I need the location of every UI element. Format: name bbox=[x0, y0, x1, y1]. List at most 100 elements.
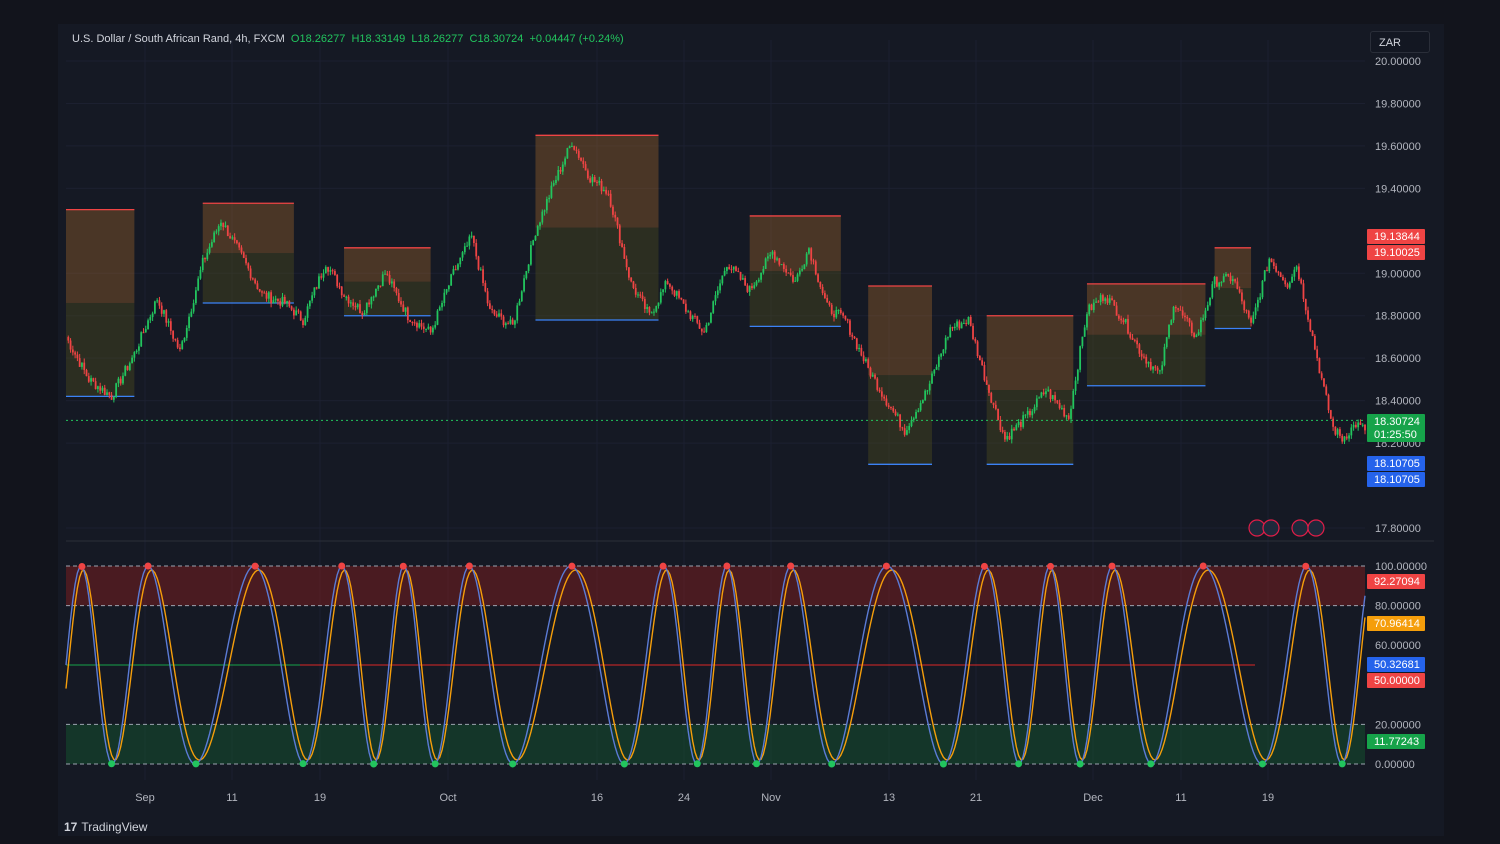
candle-524 bbox=[1259, 297, 1262, 300]
candle-215 bbox=[555, 179, 557, 184]
time-axis-tick-11: 19 bbox=[1262, 792, 1274, 804]
candle-528 bbox=[1268, 258, 1271, 271]
buy-signal-dot-277 bbox=[693, 760, 701, 768]
candle-156 bbox=[420, 323, 423, 327]
candle-271 bbox=[682, 299, 685, 304]
candle-195 bbox=[509, 319, 512, 324]
badge-indicator-value-k: 50.32681 bbox=[1374, 659, 1420, 671]
candle-284 bbox=[712, 301, 715, 313]
candle-304 bbox=[757, 279, 760, 282]
candle-312 bbox=[776, 258, 778, 260]
candle-513 bbox=[1234, 279, 1236, 282]
candle-326 bbox=[808, 248, 810, 254]
candle-167 bbox=[445, 289, 448, 293]
candle-498 bbox=[1200, 320, 1202, 333]
candle-412 bbox=[1004, 431, 1006, 440]
candle-362 bbox=[890, 406, 892, 409]
candle-351 bbox=[865, 359, 867, 362]
candle-212 bbox=[548, 197, 551, 200]
candle-45 bbox=[167, 321, 170, 323]
tradingview-logo[interactable]: 17 TradingView bbox=[64, 820, 147, 834]
candle-85 bbox=[258, 289, 261, 292]
candle-153 bbox=[413, 322, 416, 324]
candle-276 bbox=[694, 315, 696, 317]
candle-532 bbox=[1277, 271, 1280, 273]
candle-263 bbox=[664, 281, 667, 290]
candle-42 bbox=[160, 305, 163, 314]
candle-11 bbox=[90, 378, 92, 382]
candle-229 bbox=[586, 170, 589, 179]
candle-448 bbox=[1086, 314, 1088, 328]
sell-signal-dot-222 bbox=[568, 562, 576, 570]
candle-303 bbox=[755, 281, 758, 286]
currency-button[interactable]: ZAR bbox=[1370, 31, 1430, 53]
price-axis-tick-2: 19.60000 bbox=[1375, 141, 1421, 153]
candle-492 bbox=[1186, 317, 1189, 319]
candle-2 bbox=[69, 340, 72, 350]
candle-223 bbox=[573, 146, 576, 150]
candle-516 bbox=[1241, 292, 1243, 302]
candle-68 bbox=[220, 222, 222, 227]
candle-231 bbox=[591, 177, 594, 183]
price-candles bbox=[67, 142, 1366, 445]
candle-35 bbox=[144, 329, 147, 333]
candle-417 bbox=[1015, 425, 1018, 431]
candle-25 bbox=[122, 375, 124, 384]
candle-110 bbox=[315, 287, 318, 289]
candle-349 bbox=[860, 347, 863, 356]
candle-120 bbox=[338, 286, 341, 288]
candle-91 bbox=[272, 300, 275, 304]
candle-319 bbox=[792, 275, 794, 282]
candle-274 bbox=[689, 311, 692, 320]
price-axis-tick-1: 19.80000 bbox=[1375, 98, 1421, 110]
candle-423 bbox=[1029, 410, 1031, 416]
candle-495 bbox=[1193, 333, 1195, 338]
candle-389 bbox=[951, 327, 954, 329]
badge-zone-top: 19.13844 bbox=[1374, 231, 1420, 243]
candle-388 bbox=[949, 327, 952, 338]
candle-111 bbox=[318, 276, 320, 289]
candle-353 bbox=[869, 367, 872, 377]
candle-434 bbox=[1054, 395, 1056, 401]
candle-385 bbox=[942, 349, 945, 354]
candle-98 bbox=[288, 301, 291, 307]
candle-101 bbox=[295, 310, 298, 316]
candle-333 bbox=[823, 293, 826, 298]
candle-519 bbox=[1247, 310, 1250, 318]
candle-203 bbox=[527, 264, 530, 271]
candle-568 bbox=[1359, 422, 1362, 425]
candle-344 bbox=[849, 320, 851, 335]
candle-261 bbox=[659, 292, 662, 303]
candle-553 bbox=[1325, 386, 1328, 395]
candle-469 bbox=[1133, 339, 1136, 341]
candle-549 bbox=[1316, 349, 1319, 359]
badge-bg-indicator-value-low bbox=[1367, 734, 1425, 749]
candle-63 bbox=[208, 246, 211, 253]
candle-521 bbox=[1252, 315, 1255, 323]
candle-44 bbox=[165, 310, 168, 323]
candle-132 bbox=[365, 302, 368, 313]
candle-277 bbox=[696, 316, 699, 323]
candle-551 bbox=[1320, 373, 1323, 379]
badge-support-1: 18.10705 bbox=[1374, 458, 1420, 470]
candle-375 bbox=[919, 403, 922, 411]
candle-217 bbox=[559, 169, 562, 172]
candle-359 bbox=[883, 396, 886, 399]
candle-422 bbox=[1026, 410, 1029, 415]
resistance-zone-5 bbox=[868, 286, 932, 376]
stochastic-panel bbox=[65, 562, 1366, 768]
candle-435 bbox=[1056, 400, 1059, 403]
candle-403 bbox=[983, 365, 986, 381]
resistance-zone-7 bbox=[1086, 283, 1206, 335]
candle-208 bbox=[539, 222, 541, 227]
candle-154 bbox=[416, 322, 418, 328]
candle-544 bbox=[1304, 298, 1307, 311]
candle-470 bbox=[1136, 340, 1139, 345]
candle-130 bbox=[361, 313, 364, 316]
candle-226 bbox=[580, 157, 582, 161]
candle-40 bbox=[156, 300, 159, 302]
candle-315 bbox=[782, 264, 785, 269]
candle-296 bbox=[739, 271, 742, 280]
candle-556 bbox=[1332, 418, 1334, 427]
